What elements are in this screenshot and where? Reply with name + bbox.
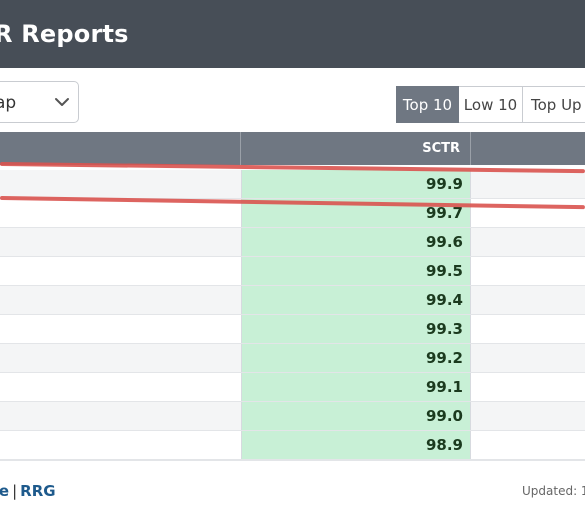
table-row[interactable]: 99.9 [0,170,585,199]
footer-divider [0,460,585,461]
symbol-cell [0,286,241,314]
top-up-button[interactable]: Top Up [523,86,585,123]
table-row[interactable]: 99.5 [0,257,585,286]
sctr-cell: 99.4 [241,286,471,314]
symbol-cell [0,315,241,343]
symbol-cell [0,170,241,198]
symbol-cell [0,431,241,459]
sctr-cell: 99.0 [241,402,471,430]
table-row[interactable]: 99.4 [0,286,585,315]
symbol-cell [0,344,241,372]
symbol-cell [0,228,241,256]
sctr-cell: 98.9 [241,431,471,459]
page-header: R Reports [0,0,585,68]
universe-select[interactable]: ap [0,81,79,123]
column-divider [470,132,471,165]
sctr-cell: 99.5 [241,257,471,285]
table-row[interactable]: 99.2 [0,344,585,373]
table-row[interactable]: 98.9 [0,431,585,460]
sctr-cell: 99.2 [241,344,471,372]
trailing-cell [471,402,585,430]
symbol-cell [0,373,241,401]
low-10-button[interactable]: Low 10 [459,86,523,123]
symbol-cell [0,402,241,430]
trailing-cell [471,286,585,314]
table-row[interactable]: 99.6 [0,228,585,257]
trailing-cell [471,170,585,198]
table-row[interactable]: 99.0 [0,402,585,431]
chevron-down-icon [55,98,69,106]
universe-select-value: ap [0,93,17,113]
column-divider [240,132,241,165]
table-header: SCTR [0,132,585,165]
trailing-cell [471,344,585,372]
trailing-cell [471,257,585,285]
sctr-cell: 99.3 [241,315,471,343]
trailing-cell [471,228,585,256]
sctr-column-header[interactable]: SCTR [422,141,460,156]
trailing-cell [471,431,585,459]
top-10-button[interactable]: Top 10 [396,86,459,123]
sctr-cell: 99.9 [241,170,471,198]
updated-timestamp: Updated: 1 [522,484,585,498]
sctr-cell: 99.6 [241,228,471,256]
trailing-cell [471,315,585,343]
ranking-toggle-group: Top 10 Low 10 Top Up [396,86,585,123]
symbol-cell [0,257,241,285]
footer-link-performance[interactable]: ce [0,482,10,500]
trailing-cell [471,373,585,401]
footer-link-rrg[interactable]: RRG [20,482,56,500]
footer-link-separator: | [12,482,18,500]
footer-links: ce|RRG [0,482,56,500]
table-row[interactable]: 99.3 [0,315,585,344]
sctr-cell: 99.1 [241,373,471,401]
table-row[interactable]: 99.1 [0,373,585,402]
sctr-table-body: 99.9 99.7 99.6 99.5 99.4 99.3 99.2 99.1 [0,170,585,460]
page-title: R Reports [0,20,129,48]
